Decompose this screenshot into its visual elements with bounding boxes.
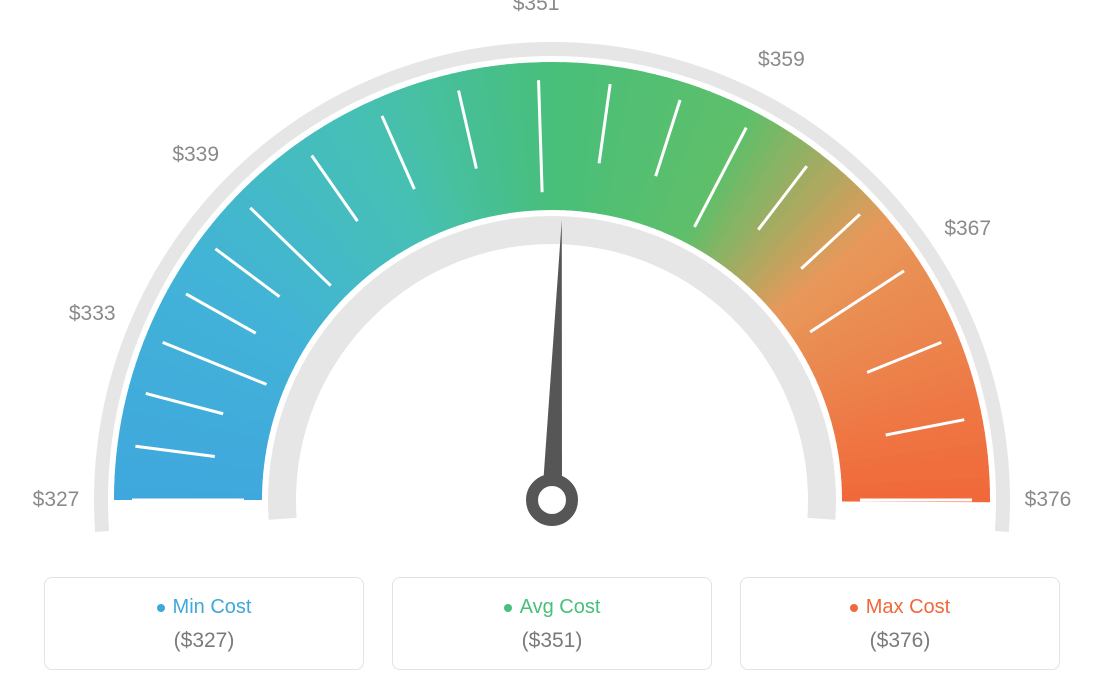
legend-avg-value: ($351)	[405, 629, 699, 653]
legend-card-max: Max Cost ($376)	[740, 577, 1060, 670]
gauge-needle	[542, 220, 562, 500]
gauge-tick-label: $367	[944, 217, 991, 241]
gauge-tick-label: $339	[172, 143, 219, 167]
legend-card-min: Min Cost ($327)	[44, 577, 364, 670]
gauge-tick-label: $333	[69, 302, 116, 326]
gauge-tick-label: $351	[513, 0, 560, 16]
gauge-chart: $327 $333 $339 $351 $359 $367 $376	[0, 0, 1104, 560]
gauge-svg	[0, 0, 1104, 560]
gauge-tick-label: $376	[1025, 488, 1072, 512]
legend-max-value: ($376)	[753, 629, 1047, 653]
legend-min-value: ($327)	[57, 629, 351, 653]
gauge-needle-hub	[532, 480, 572, 520]
legend-row: Min Cost ($327) Avg Cost ($351) Max Cost…	[0, 577, 1104, 670]
legend-card-avg: Avg Cost ($351)	[392, 577, 712, 670]
legend-avg-title: Avg Cost	[504, 596, 601, 619]
legend-min-title: Min Cost	[157, 596, 252, 619]
legend-max-title: Max Cost	[850, 596, 950, 619]
gauge-tick-label: $327	[33, 488, 80, 512]
gauge-tick-label: $359	[758, 48, 805, 72]
